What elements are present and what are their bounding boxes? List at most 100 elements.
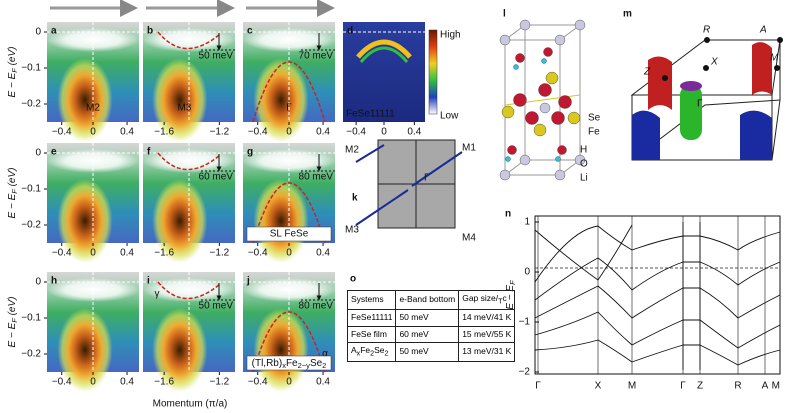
- y-axis-label-part: F: [508, 280, 517, 285]
- table-cell: FeSe11111: [346, 308, 397, 327]
- summary-table: Systems e-Band bottom Gap size/Tc FeSe11111…: [346, 290, 516, 363]
- bz-point-label: M4: [462, 233, 476, 244]
- panel-letter: a: [51, 26, 57, 37]
- table-cell: Systems: [346, 290, 397, 310]
- point-label: M3: [177, 103, 191, 114]
- y-axis-label-part: (eV): [7, 296, 18, 318]
- y-tick-label: −0.2: [21, 99, 41, 110]
- atom: [519, 154, 531, 166]
- y-axis-label: E − EF (eV): [7, 167, 19, 218]
- x-tick-label: 0.4: [120, 127, 134, 138]
- y-axis-label: E − EF (eV): [7, 46, 19, 97]
- x-tick-label: M: [772, 381, 780, 392]
- atom: [543, 47, 553, 57]
- x-tick-label: 0: [90, 248, 96, 259]
- y-tick-label: −0.2: [21, 220, 41, 231]
- intensity-blob: [152, 179, 208, 263]
- dispersion-fit: [157, 152, 221, 171]
- panel-letter: i: [147, 276, 150, 287]
- colorbar-label: Low: [440, 111, 459, 122]
- atom: [555, 156, 561, 162]
- panel-label: SL FeSe: [270, 229, 309, 240]
- x-axis-label: Momentum (π/a): [153, 399, 228, 410]
- atom: [539, 102, 551, 114]
- panel-label: FeSe11111: [346, 109, 395, 120]
- atom: [501, 105, 515, 119]
- y-tick-label: −0.2: [21, 349, 41, 360]
- bz-point-label: M: [770, 53, 779, 64]
- cell-text: A: [351, 345, 357, 356]
- bz-point-label: A: [759, 25, 767, 36]
- x-tick-label: 0: [286, 377, 292, 388]
- atom: [513, 93, 527, 107]
- intensity-blob: [253, 58, 309, 142]
- panel-letter: g: [247, 147, 253, 158]
- intensity-blob: [152, 58, 208, 142]
- label-box: [246, 226, 332, 242]
- y-axis-label-part: (eV): [7, 46, 18, 68]
- dispersion-fit: [252, 182, 326, 244]
- x-tick-label: Γ: [535, 381, 541, 392]
- y-axis-label-part: E − E: [7, 72, 18, 97]
- table-cell: 50 meV: [395, 308, 460, 327]
- panel-label-part: Se: [310, 358, 323, 369]
- y-tick-label: 0: [35, 277, 41, 288]
- gap-label: 80 meV: [299, 301, 334, 312]
- gap-label: 50 meV: [199, 301, 234, 312]
- intensity-blob: [253, 308, 309, 392]
- x-tick-label: R: [734, 381, 741, 392]
- bz-point-label: M3: [345, 225, 359, 236]
- k-diagram: [355, 139, 463, 229]
- table-row: FeSe11111 50 meV 14 meV/41 K: [346, 308, 516, 327]
- panel-letter: f: [147, 147, 151, 158]
- atom: [554, 169, 566, 181]
- x-tick-label: 0.4: [407, 127, 421, 138]
- table-row: FeSe film 60 meV 15 meV/55 K: [346, 325, 516, 344]
- intensity-blob: [57, 58, 113, 142]
- atom: [505, 156, 511, 162]
- y-axis-label-part: F: [10, 318, 19, 323]
- panel-letter: o: [350, 274, 356, 285]
- y-axis-label-part: E − E: [7, 193, 18, 218]
- atom-label: Se: [588, 113, 601, 124]
- atom: [513, 64, 519, 70]
- intensity-blob: [253, 179, 309, 263]
- x-tick-label: −1.2: [209, 377, 229, 388]
- y-tick-label: −2: [519, 367, 531, 378]
- x-tick-label: −1.6: [154, 377, 174, 388]
- panel-letter: m: [623, 9, 632, 20]
- table-row: AxFe2Se2 50 meV 13 meV/31 K: [346, 342, 516, 363]
- bz-point-label: M1: [462, 143, 476, 154]
- cell-text: Gap size/: [462, 293, 499, 303]
- atom: [507, 145, 517, 155]
- atom: [515, 53, 525, 63]
- atom-label: O: [580, 159, 588, 170]
- x-tick-label: −1.6: [154, 127, 174, 138]
- dispersion-fit: [157, 31, 221, 50]
- panel-letter: n: [505, 209, 511, 220]
- x-tick-label: −0.4: [52, 377, 72, 388]
- panel-letter: j: [246, 276, 250, 287]
- x-tick-label: M: [628, 381, 636, 392]
- point-label: γ: [155, 289, 160, 300]
- y-axis-label-part: F: [10, 189, 19, 194]
- table-header: Systems e-Band bottom Gap size/Tc: [346, 290, 516, 310]
- y-tick-label: −0.1: [21, 313, 41, 324]
- point-label: α: [322, 349, 328, 360]
- cell-text: 2: [370, 350, 375, 359]
- atom: [525, 111, 539, 125]
- y-tick-label: 0: [35, 27, 41, 38]
- panel-label-part: Fe: [286, 358, 298, 369]
- y-tick-label: −1: [519, 317, 531, 328]
- table-cell: 15 meV/55 K: [458, 325, 516, 344]
- atom: [499, 169, 511, 181]
- x-tick-label: 0.4: [120, 248, 134, 259]
- x-tick-label: 0.4: [120, 377, 134, 388]
- table-cell: 14 meV/41 K: [458, 308, 516, 327]
- band-trace: [359, 46, 409, 63]
- atom: [557, 145, 567, 155]
- panel-label-part: 2−y: [298, 361, 311, 370]
- x-tick-label: 0: [381, 127, 387, 138]
- atom: [574, 19, 586, 31]
